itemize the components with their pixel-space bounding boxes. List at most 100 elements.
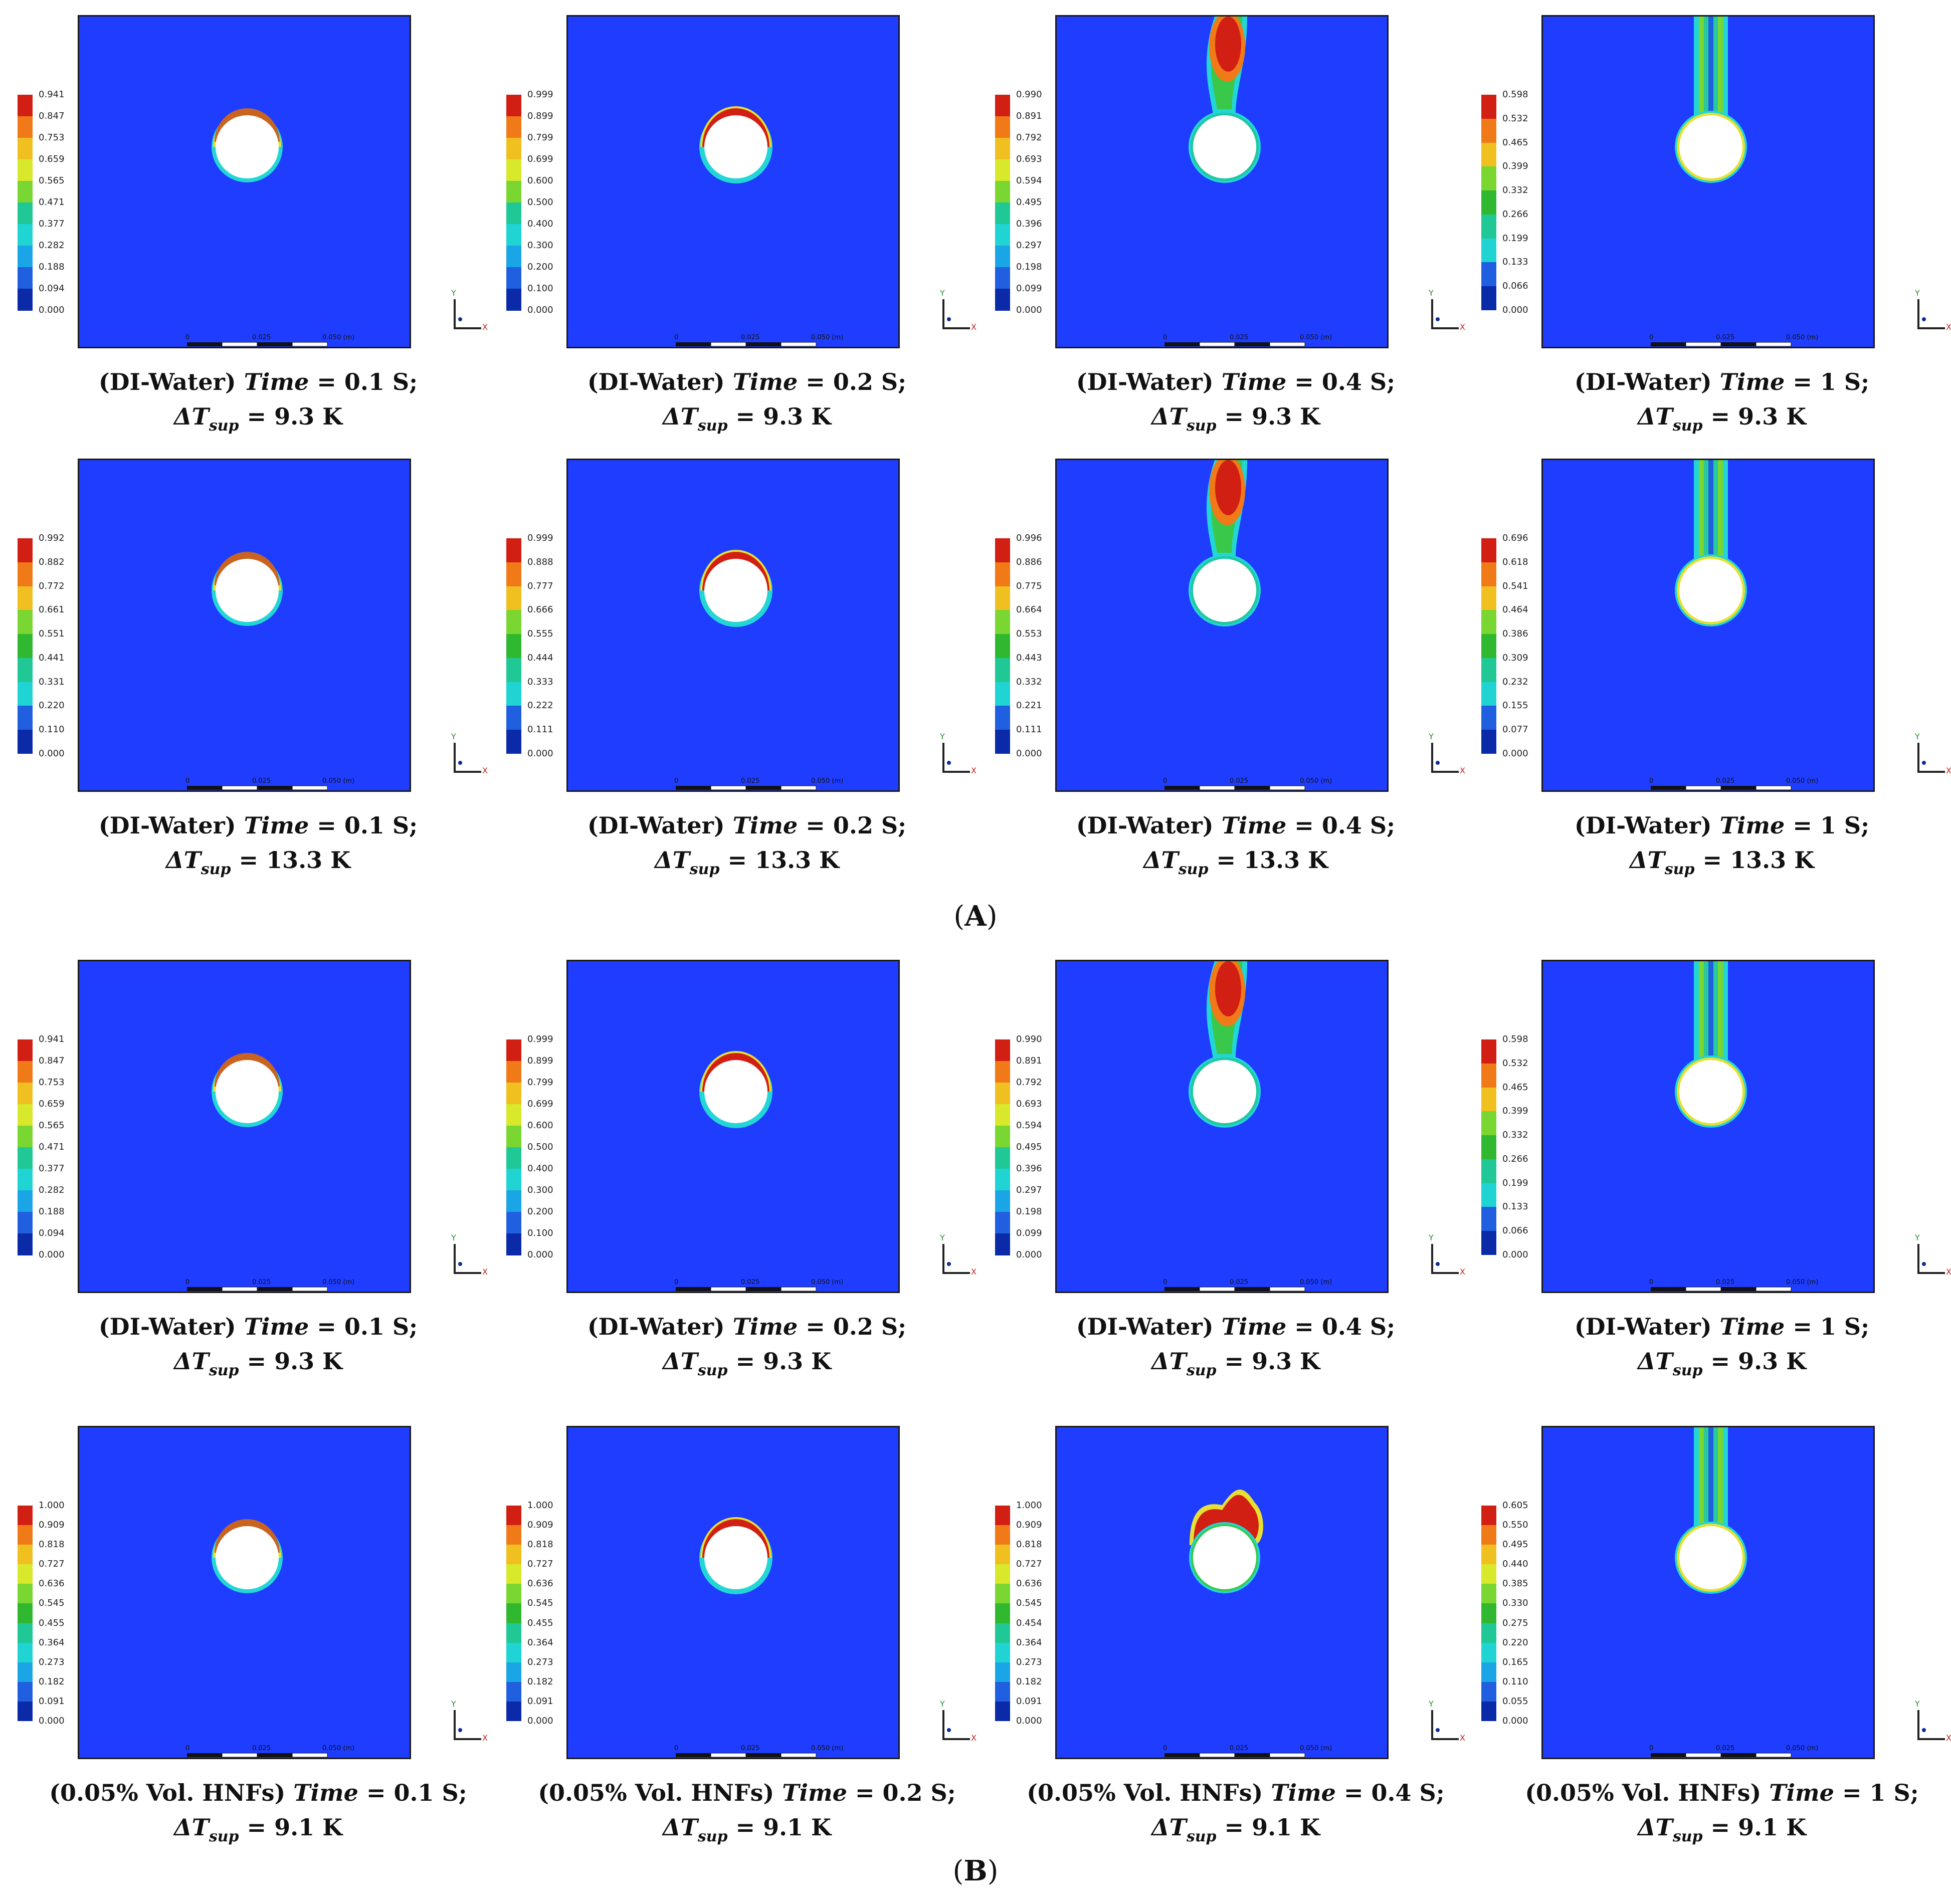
- scale-bar-segment: [1651, 1753, 1686, 1757]
- colorbar-swatch: [18, 1169, 33, 1191]
- caption-time-unit: S;: [1419, 1779, 1445, 1806]
- scale-bar-segment: [1199, 1287, 1235, 1292]
- axis-x-label: X: [971, 766, 977, 775]
- axis-y-label: Y: [1915, 1699, 1920, 1709]
- colorbar-tick-label: 0.693: [1016, 1099, 1042, 1109]
- heated-cylinder: [1193, 1526, 1256, 1589]
- colorbar-tick-label: 0.099: [1016, 1228, 1042, 1238]
- colorbar-swatch: [18, 138, 33, 160]
- heated-cylinder: [1193, 559, 1256, 622]
- contour-plot: 0 0.025 0.050 (m) 0.0125 0.0375: [566, 459, 900, 792]
- colorbar-swatch: [18, 538, 33, 563]
- colorbar-swatch: [18, 1506, 33, 1526]
- axis-origin-dot: [947, 1728, 951, 1732]
- colorbar-swatch: [1481, 1111, 1496, 1136]
- colorbar-swatch: [506, 1061, 521, 1083]
- scale-bar-sublabel: 0.0125: [702, 791, 725, 792]
- simulation-panel: 0.941 0.847 0.753 0.659 0.565 0.471 0.377 0.282…: [18, 15, 499, 466]
- colorbar-tick-label: 0.399: [1502, 1106, 1528, 1117]
- scale-bar-segment: [781, 342, 817, 347]
- colorbar-tick-label: 0.996: [1016, 533, 1042, 543]
- scale-bar-label: 0.050 (m): [322, 1279, 354, 1286]
- colorbar-swatch: [1481, 1603, 1496, 1624]
- colorbar-swatch: [18, 116, 33, 138]
- panel-caption: (0.05% Vol. HNFs) Time = 1 S; ΔTsup = 9.1…: [1481, 1777, 1951, 1855]
- caption-line-1: (DI-Water) Time = 0.2 S;: [506, 1311, 988, 1343]
- axis-y-line: [942, 1710, 944, 1740]
- caption-time-unit: S;: [1844, 812, 1870, 839]
- colorbar-swatch: [506, 267, 521, 289]
- caption-superheat-value: 9.1: [763, 1814, 804, 1841]
- caption-line-1: (DI-Water) Time = 0.4 S;: [995, 809, 1476, 841]
- colorbar-tick-label: 0.000: [1016, 748, 1042, 759]
- axis-x-line: [1917, 327, 1945, 329]
- colorbar-tick-label: 0.396: [1016, 219, 1042, 229]
- scale-bar-segment: [257, 786, 292, 790]
- caption-superheat-value: 13.3: [1730, 847, 1787, 874]
- caption-delta-t-subscript: sup: [1664, 861, 1695, 878]
- colorbar-swatch: [18, 95, 33, 117]
- colorbar-swatch: [995, 682, 1010, 706]
- colorbar-tick-label: 0.091: [39, 1696, 65, 1707]
- colorbar-swatch: [995, 634, 1010, 659]
- colorbar-swatch: [995, 116, 1010, 138]
- colorbar-tick-label: 0.555: [527, 628, 553, 640]
- caption-time-unit: S;: [392, 812, 418, 839]
- caption-delta-t-subscript: sup: [1186, 417, 1217, 435]
- axis-y-label: Y: [451, 732, 456, 741]
- caption-line-2: ΔTsup = 9.3 K: [995, 398, 1476, 445]
- scale-bar-segment: [1755, 785, 1792, 790]
- scale-bar-segment: [710, 342, 746, 347]
- scale-bar-segment: [1685, 1753, 1721, 1758]
- caption-line-1: (DI-Water) Time = 0.4 S;: [995, 1311, 1476, 1343]
- scale-bar-label: 0.025: [741, 1279, 759, 1286]
- colorbar-tick-label: 0.091: [1016, 1696, 1042, 1707]
- scale-bar-label: 0: [674, 777, 678, 785]
- axis-x-label: X: [482, 322, 488, 332]
- caption-equals: =: [247, 1348, 267, 1375]
- colorbar-tick-label: 0.377: [39, 219, 65, 229]
- caption-equals: =: [1710, 1348, 1730, 1375]
- caption-time-unit: S;: [881, 1313, 907, 1340]
- colorbar-swatch: [506, 682, 521, 706]
- caption-equals: =: [806, 368, 825, 395]
- axis-y-label: Y: [1915, 1233, 1920, 1242]
- axis-x-label: X: [1946, 1267, 1951, 1277]
- colorbar-tick-label: 0.400: [527, 219, 553, 229]
- scale-bar-label: 0: [185, 334, 189, 341]
- scale-bar-segment: [1721, 1753, 1756, 1757]
- colorbar-tick-label: 1.000: [1016, 1500, 1042, 1511]
- caption-line-2: ΔTsup = 13.3 K: [995, 841, 1476, 888]
- caption-line-1: (DI-Water) Time = 0.2 S;: [506, 366, 988, 398]
- scale-bar-segment: [1164, 1287, 1200, 1291]
- scale-bar-label: 0.025: [252, 1745, 271, 1752]
- colorbar-tick-label: 0.847: [39, 1055, 65, 1066]
- simulation-panel: 0.999 0.888 0.777 0.666 0.555 0.444 0.333 0.222…: [506, 459, 988, 910]
- caption-superheat-unit: K: [1300, 1348, 1320, 1375]
- axis-x-label: X: [482, 766, 488, 775]
- colorbar-tick-label: 0.999: [527, 89, 553, 100]
- caption-superheat-unit: K: [811, 1814, 832, 1841]
- colorbar-tick-label: 0.899: [527, 1055, 553, 1066]
- axis-x-line: [1917, 1272, 1945, 1274]
- colorbar-swatch: [1481, 610, 1496, 634]
- caption-delta-t: ΔT: [662, 1814, 698, 1841]
- colorbar-tick-label: 0.385: [1502, 1578, 1528, 1589]
- colorbar-tick-label: 0.094: [39, 283, 65, 294]
- colorbar-tick-label: 0.220: [39, 700, 65, 711]
- colorbar-swatch: [506, 1104, 521, 1126]
- caption-superheat-value: 9.3: [1738, 403, 1779, 430]
- axis-y-label: Y: [940, 288, 945, 298]
- colorbar-tick-label: 0.100: [527, 283, 553, 294]
- caption-time-value: 0.1: [344, 368, 384, 395]
- caption-fluid: (0.05% Vol. HNFs): [49, 1779, 286, 1806]
- colorbar-legend: 0.990 0.891 0.792 0.693 0.594 0.495 0.396 0.297…: [995, 1035, 1055, 1286]
- caption-superheat-value: 9.3: [763, 403, 804, 430]
- colorbar-swatch: [18, 586, 33, 610]
- caption-line-2: ΔTsup = 9.3 K: [1481, 1343, 1951, 1389]
- colorbar-tick-label: 0.441: [39, 652, 65, 663]
